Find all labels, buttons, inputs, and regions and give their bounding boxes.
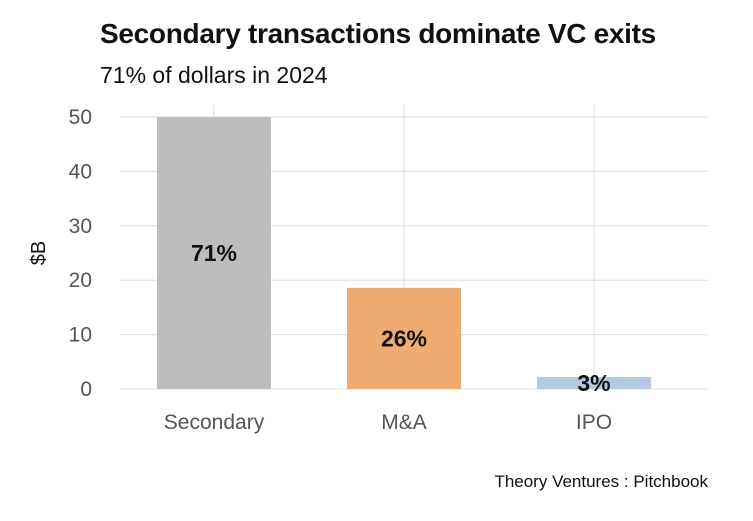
y-tick-label: 0 <box>80 378 92 401</box>
data-label: 3% <box>577 370 610 396</box>
y-axis-ticks: 0 10 20 30 40 50 <box>69 106 92 401</box>
y-tick-label: 50 <box>69 106 92 129</box>
y-tick-label: 40 <box>69 160 92 183</box>
x-axis-categories: Secondary M&A IPO <box>164 411 612 434</box>
source-note: Theory Ventures : Pitchbook <box>494 472 708 491</box>
y-tick-label: 20 <box>69 269 92 292</box>
chart-subtitle: 71% of dollars in 2024 <box>100 62 328 88</box>
bar-ipo <box>537 377 651 389</box>
bar-secondary <box>157 117 271 389</box>
data-label: 26% <box>381 325 427 351</box>
x-category-label: Secondary <box>164 411 265 434</box>
y-axis-label: $B <box>28 241 50 265</box>
x-category-label: M&A <box>381 411 427 434</box>
bars <box>157 117 651 389</box>
chart-title: Secondary transactions dominate VC exits <box>100 18 656 49</box>
data-labels: 71% 26% 3% <box>191 240 611 396</box>
x-category-label: IPO <box>576 411 612 434</box>
bar-m-a <box>347 287 461 389</box>
y-tick-label: 30 <box>69 215 92 238</box>
y-tick-label: 10 <box>69 324 92 347</box>
data-label: 71% <box>191 240 237 266</box>
